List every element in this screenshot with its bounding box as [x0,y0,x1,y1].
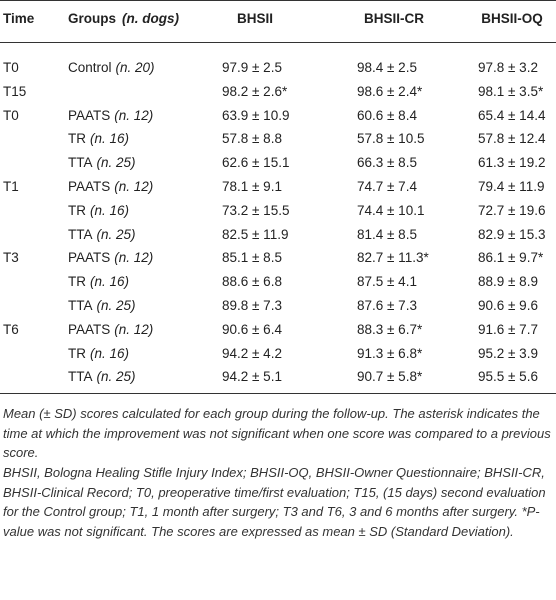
group-count: (n. 16) [90,345,130,361]
score-cell: 88.6 ± 6.8 [222,274,282,290]
score-cell: 88.3 ± 6.7* [357,321,423,337]
group-count: (n. 25) [96,298,136,313]
time-cell: T0 [3,60,19,75]
header-cell: Time [3,11,35,26]
group-count: (n. 12) [114,321,154,337]
score-cell: 95.2 ± 3.9 [478,345,538,361]
score-cell: 74.7 ± 7.4 [357,179,417,194]
group-count: (n. 20) [115,60,155,75]
score-cell: 65.4 ± 14.4 [478,107,546,123]
header-rule [0,42,556,43]
group-count: (n. 12) [114,107,154,123]
time-cell: T3 [3,250,19,266]
score-cell: 73.2 ± 15.5 [222,202,290,218]
score-cell: 97.9 ± 2.5 [222,60,282,75]
time-cell: T6 [3,321,19,337]
header-cell: Groups [68,11,117,26]
score-cell: 60.6 ± 8.4 [357,107,417,123]
group-count: (n. 25) [96,155,136,171]
score-cell: 62.6 ± 15.1 [222,155,290,171]
header-cell: BHSII [236,11,273,26]
group-count: (n. 16) [90,131,130,147]
group-count: (n. 12) [114,250,154,266]
score-cell: 82.7 ± 11.3* [357,250,429,266]
score-cell: 95.5 ± 5.6 [478,369,538,385]
group-cell: PAATS [68,250,111,266]
time-cell: T0 [3,107,19,123]
bottom-rule [0,393,556,394]
score-cell: 98.1 ± 3.5* [478,83,544,99]
group-count: (n. 12) [114,179,154,194]
group-cell: TR [68,345,86,361]
header-cell: (n. dogs) [122,11,179,26]
note: BHSII, Bologna Healing Stifle Injury Ind… [3,465,546,539]
score-cell: 98.4 ± 2.5 [357,60,417,75]
score-cell: 89.8 ± 7.3 [222,298,282,313]
group-count: (n. 25) [96,226,136,242]
score-cell: 98.6 ± 2.4* [357,83,423,99]
group-count: (n. 16) [90,274,130,290]
score-cell: 57.8 ± 10.5 [357,131,425,147]
score-cell: 88.9 ± 8.9 [478,274,538,290]
score-cell: 90.6 ± 9.6 [478,298,538,313]
group-cell: TTA [68,226,93,242]
score-cell: 74.4 ± 10.1 [357,202,425,218]
group-cell: TR [68,274,86,290]
score-cell: 63.9 ± 10.9 [222,107,290,123]
score-cell: 98.2 ± 2.6* [222,83,288,99]
group-count: (n. 25) [96,369,136,385]
score-cell: 78.1 ± 9.1 [222,179,282,194]
score-cell: 57.8 ± 8.8 [222,131,282,147]
score-cell: 82.9 ± 15.3 [478,226,546,242]
score-cell: 72.7 ± 19.6 [478,202,546,218]
score-cell: 87.5 ± 4.1 [357,274,417,290]
group-cell: TTA [68,155,93,171]
group-cell: Control [68,60,112,75]
time-cell: T1 [3,179,19,194]
group-count: (n. 16) [90,202,130,218]
group-cell: TTA [68,369,93,385]
score-cell: 97.8 ± 3.2 [478,60,538,75]
score-cell: 81.4 ± 8.5 [357,226,417,242]
group-cell: TR [68,202,86,218]
note: Mean (± SD) scores calculated for each g… [3,406,551,460]
group-cell: PAATS [68,321,111,337]
header-cell: BHSII-OQ [481,11,543,26]
time-cell: T15 [3,83,27,99]
header-cell: BHSII-CR [364,11,424,26]
top-rule [0,0,556,1]
group-cell: TR [68,131,86,147]
group-cell: TTA [68,298,93,313]
score-cell: 94.2 ± 5.1 [222,369,282,385]
score-cell: 90.6 ± 6.4 [222,321,282,337]
score-cell: 57.8 ± 12.4 [478,131,546,147]
score-cell: 86.1 ± 9.7* [478,250,544,266]
score-cell: 66.3 ± 8.5 [357,155,417,171]
score-cell: 61.3 ± 19.2 [478,155,546,171]
score-cell: 90.7 ± 5.8* [357,369,423,385]
group-cell: PAATS [68,179,111,194]
score-cell: 85.1 ± 8.5 [222,250,282,266]
group-cell: PAATS [68,107,111,123]
score-cell: 94.2 ± 4.2 [222,345,282,361]
score-cell: 91.3 ± 6.8* [357,345,423,361]
score-cell: 82.5 ± 11.9 [222,226,289,242]
score-cell: 79.4 ± 11.9 [478,179,545,194]
score-cell: 87.6 ± 7.3 [357,298,417,313]
score-cell: 91.6 ± 7.7 [478,321,538,337]
